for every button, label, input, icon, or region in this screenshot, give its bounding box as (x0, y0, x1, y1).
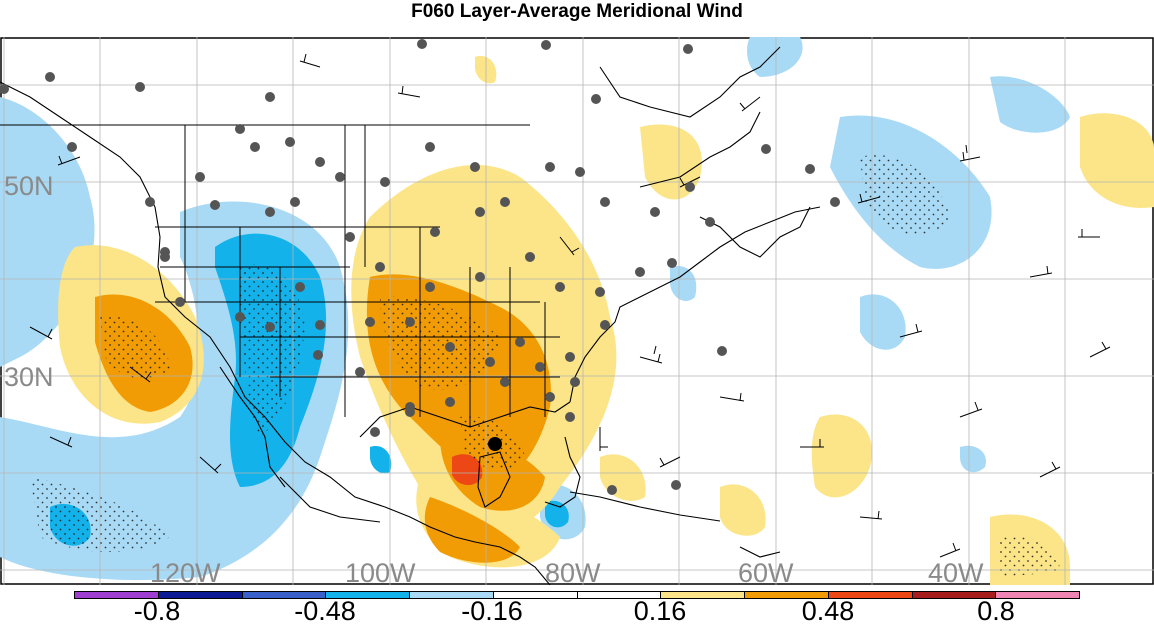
colorbar (74, 591, 1080, 599)
colorbar-bin (493, 592, 578, 598)
map-title: F060 Layer-Average Meridional Wind (411, 1, 743, 22)
colorbar-bin (745, 592, 829, 598)
colorbar-label: 0.16 (633, 596, 687, 626)
colorbar-bin (242, 592, 327, 598)
colorbar-bin (410, 592, 494, 598)
colorbar-bin (912, 592, 997, 598)
colorbar-bin (326, 592, 410, 598)
station-dots (0, 39, 840, 495)
wind-barbs (29, 53, 1111, 558)
colorbar-bin (996, 592, 1079, 598)
colorbar-bin (661, 592, 745, 598)
colorbar-bin (577, 592, 662, 598)
lon-label-80w: 80W (545, 558, 601, 585)
lon-label-60w: 60W (738, 558, 794, 585)
lon-label-120w: 120W (150, 558, 221, 585)
colorbar-label: 0.8 (977, 596, 1015, 626)
colorbar-bin (158, 592, 243, 598)
location-marker (488, 437, 502, 451)
positive-max-shading (452, 454, 483, 486)
lat-label-30n: 30N (4, 362, 54, 392)
colorbar-label: -0.16 (461, 596, 523, 626)
colorbar-label: -0.8 (133, 596, 181, 626)
graticule (0, 37, 1154, 585)
political-borders (0, 124, 560, 427)
wind-map: 50N 30N 120W 100W 80W 60W 40W (0, 37, 1154, 585)
colorbar-label: 0.48 (801, 596, 855, 626)
colorbar-label: -0.48 (294, 596, 356, 626)
lon-label-40w: 40W (928, 558, 984, 585)
colorbar-bin (75, 592, 159, 598)
lat-label-50n: 50N (4, 171, 54, 201)
lon-label-100w: 100W (345, 558, 416, 585)
colorbar-bin (828, 592, 913, 598)
